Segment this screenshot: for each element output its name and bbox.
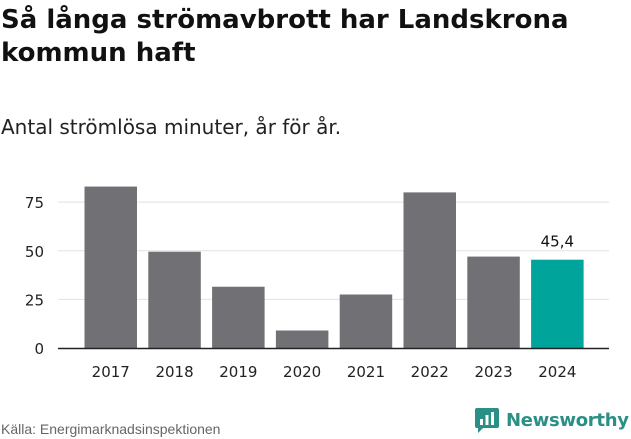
- bar-2018: [148, 251, 201, 348]
- x-tick-label-2017: 2017: [92, 363, 130, 381]
- x-tick-label-2023: 2023: [474, 363, 512, 381]
- x-tick-label-2018: 2018: [155, 363, 193, 381]
- bar-2020: [275, 330, 329, 348]
- bar-2019: [212, 286, 265, 348]
- y-tick-label-50: 50: [25, 243, 44, 261]
- x-tick-label-2020: 2020: [283, 363, 321, 381]
- bar-chart: 0 25 50 75 2017 2018 2019 2020 2021 2022 2023 2024 4…: [25, 186, 609, 381]
- y-tick-label-25: 25: [25, 291, 44, 309]
- bar-2022: [403, 192, 456, 348]
- data-label-2024: 45,4: [541, 233, 574, 251]
- newsworthy-logo-icon: [475, 408, 499, 433]
- newsworthy-logo: Newsworthy: [474, 407, 629, 434]
- x-tick-label-2021: 2021: [347, 363, 385, 381]
- bar-2023: [467, 256, 520, 348]
- newsworthy-logo-text: Newsworthy: [506, 410, 629, 431]
- bar-2021: [339, 294, 393, 348]
- y-tick-label-0: 0: [34, 340, 44, 358]
- chart-subtitle: Antal strömlösa minuter, år för år.: [1, 115, 342, 139]
- x-tick-label-2019: 2019: [219, 363, 257, 381]
- bar-2024: [531, 259, 584, 348]
- x-tick-label-2024: 2024: [538, 363, 576, 381]
- chart-title: Så långa strömavbrott har Landskrona kom…: [1, 5, 569, 68]
- x-tick-label-2022: 2022: [411, 363, 449, 381]
- source-note: Källa: Energimarknadsinspektionen: [1, 421, 221, 437]
- y-tick-label-75: 75: [25, 194, 44, 212]
- bar-2017: [84, 186, 137, 348]
